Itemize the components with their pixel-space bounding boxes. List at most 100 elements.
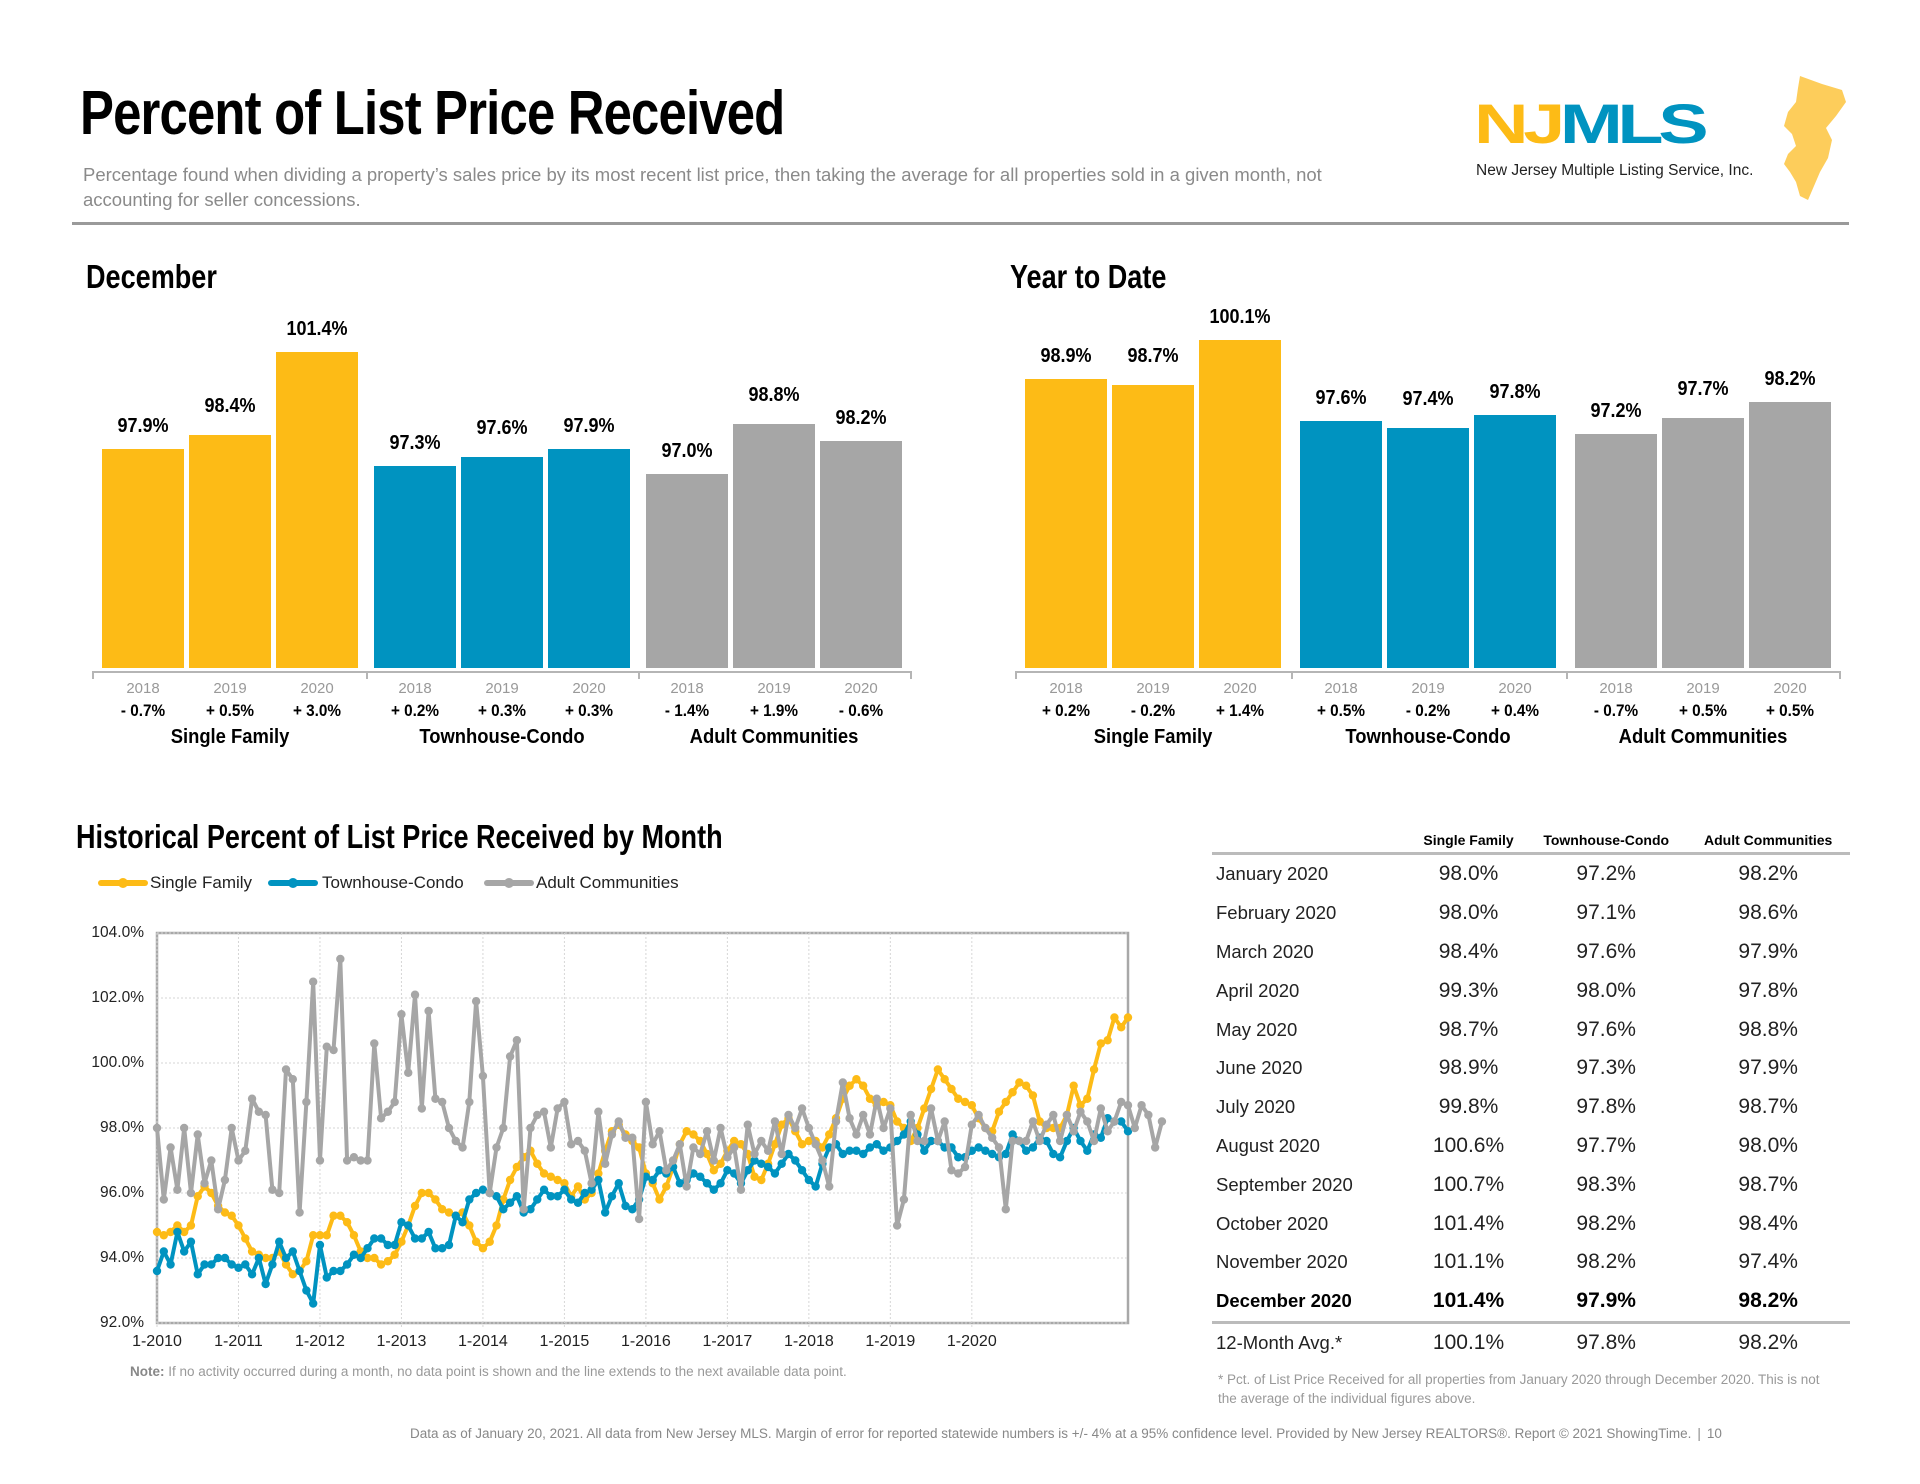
data-point-single-family xyxy=(288,1270,298,1279)
table-cell-adult-communities: 98.8% xyxy=(1738,1017,1798,1041)
data-point-adult-communities xyxy=(451,1136,460,1146)
data-point-adult-communities xyxy=(417,1104,427,1113)
data-point-adult-communities xyxy=(159,1195,168,1204)
data-point-townhouse-condo xyxy=(926,1136,936,1146)
data-point-townhouse-condo xyxy=(580,1188,589,1198)
note-label: Note: xyxy=(130,1364,165,1379)
data-point-adult-communities xyxy=(485,1188,494,1198)
data-point-townhouse-condo xyxy=(689,1169,698,1178)
bar-axis-tick xyxy=(92,671,94,679)
x-tick-label: 1-2018 xyxy=(783,1333,834,1350)
bar-group-label-single-family: Single Family xyxy=(1093,726,1213,748)
data-point-adult-communities xyxy=(886,1104,895,1113)
data-point-townhouse-condo xyxy=(512,1192,522,1201)
bar-adult-communities-2020 xyxy=(820,440,902,668)
table-cell-month: September 2020 xyxy=(1216,1173,1353,1195)
table-row: December 2020 101.4% 97.9% 98.2% xyxy=(1212,1281,1850,1324)
data-point-townhouse-condo xyxy=(981,1146,990,1155)
data-point-adult-communities xyxy=(546,1143,556,1152)
data-point-adult-communities xyxy=(308,977,318,986)
data-point-adult-communities xyxy=(444,1123,454,1133)
data-point-townhouse-condo xyxy=(444,1240,454,1250)
data-point-townhouse-condo xyxy=(533,1195,542,1204)
table-cell-month: November 2020 xyxy=(1216,1251,1348,1273)
bar-axis-tick xyxy=(1565,671,1568,679)
bar-year-label: 2019 xyxy=(1136,680,1170,697)
data-point-single-family xyxy=(179,1227,189,1237)
y-tick-label: 96.0% xyxy=(100,1184,144,1201)
table-cell-month: February 2020 xyxy=(1216,902,1337,924)
data-point-adult-communities xyxy=(716,1123,725,1133)
bar-value-label: 98.9% xyxy=(1040,344,1092,367)
bar-axis-line xyxy=(92,671,912,673)
bar-group-label-adult-communities: Adult Communities xyxy=(1618,726,1788,748)
bar-year-label: 2019 xyxy=(213,680,247,697)
table-cell-adult-communities: 98.4% xyxy=(1738,1211,1798,1235)
data-point-adult-communities xyxy=(356,1156,365,1165)
bar-townhouse-condo-2019 xyxy=(1387,427,1469,668)
data-point-townhouse-condo xyxy=(478,1185,488,1194)
data-point-single-family xyxy=(349,1231,359,1240)
bar-single-family-2020 xyxy=(276,352,358,668)
data-point-adult-communities xyxy=(913,1136,922,1146)
data-point-adult-communities xyxy=(533,1110,542,1120)
data-point-adult-communities xyxy=(736,1185,746,1194)
table-cell-townhouse-condo: 97.9% xyxy=(1526,1281,1687,1324)
data-point-adult-communities xyxy=(349,1153,359,1162)
data-point-adult-communities xyxy=(974,1110,983,1120)
data-point-adult-communities xyxy=(892,1221,902,1230)
bar-change-label: - 1.4% xyxy=(664,701,710,720)
data-point-townhouse-condo xyxy=(723,1166,732,1175)
table-cell-month: May 2020 xyxy=(1216,1018,1298,1040)
data-point-townhouse-condo xyxy=(791,1156,800,1165)
data-point-adult-communities xyxy=(458,1143,467,1152)
bar-change-label: + 0.3% xyxy=(477,701,527,720)
data-point-single-family xyxy=(1001,1097,1010,1107)
table-cell-townhouse-condo: 97.6% xyxy=(1576,939,1636,963)
data-point-single-family xyxy=(1083,1094,1092,1103)
data-point-single-family xyxy=(960,1097,970,1107)
data-point-single-family xyxy=(940,1075,949,1084)
data-point-adult-communities xyxy=(573,1136,583,1146)
data-point-single-family xyxy=(947,1084,956,1094)
data-point-single-family xyxy=(546,1172,556,1181)
data-point-adult-communities xyxy=(363,1156,372,1165)
data-point-townhouse-condo xyxy=(193,1270,202,1279)
data-point-adult-communities xyxy=(1150,1143,1160,1152)
data-point-single-family xyxy=(234,1221,243,1230)
x-tick-label: 1-2013 xyxy=(376,1333,427,1350)
data-point-adult-communities xyxy=(478,1071,488,1081)
table-row: November 2020 101.1% 98.2% 97.4% xyxy=(1212,1243,1850,1282)
data-point-townhouse-condo xyxy=(899,1130,909,1139)
bar-single-family-2019 xyxy=(1112,385,1194,668)
data-point-single-family xyxy=(410,1201,420,1211)
bar-townhouse-condo-2020 xyxy=(548,449,630,668)
data-point-adult-communities xyxy=(1144,1110,1153,1120)
x-tick-label: 1-2012 xyxy=(295,1333,345,1350)
table-cell-townhouse-condo: 97.1% xyxy=(1576,901,1636,925)
data-point-adult-communities xyxy=(1083,1117,1092,1126)
data-point-single-family xyxy=(858,1081,868,1090)
data-point-townhouse-condo xyxy=(268,1260,277,1269)
bar-single-family-2019 xyxy=(189,435,271,668)
table-cell-single-family: 98.4% xyxy=(1438,939,1499,963)
bar-value-label: 97.2% xyxy=(1590,400,1642,423)
data-point-townhouse-condo xyxy=(614,1179,623,1188)
data-point-single-family xyxy=(444,1208,454,1217)
bar-year-label: 2020 xyxy=(300,680,334,697)
data-point-townhouse-condo xyxy=(1076,1136,1085,1146)
bar-year-label: 2019 xyxy=(1411,680,1445,697)
table-row: June 2020 98.9% 97.3% 97.9% xyxy=(1212,1049,1850,1088)
bar-year-label: 2019 xyxy=(485,680,519,697)
data-point-single-family xyxy=(1008,1088,1017,1097)
bar-value-label: 97.4% xyxy=(1402,387,1454,410)
data-point-townhouse-condo xyxy=(186,1237,196,1246)
bar-value-label: 98.7% xyxy=(1127,345,1179,368)
data-point-adult-communities xyxy=(227,1123,236,1133)
data-point-adult-communities xyxy=(567,1140,576,1149)
bar-year-label: 2018 xyxy=(670,680,704,697)
data-point-adult-communities xyxy=(1001,1205,1010,1214)
bar-year-label: 2020 xyxy=(844,680,878,697)
y-tick-label: 100.0% xyxy=(91,1054,144,1071)
data-point-townhouse-condo xyxy=(811,1182,820,1191)
